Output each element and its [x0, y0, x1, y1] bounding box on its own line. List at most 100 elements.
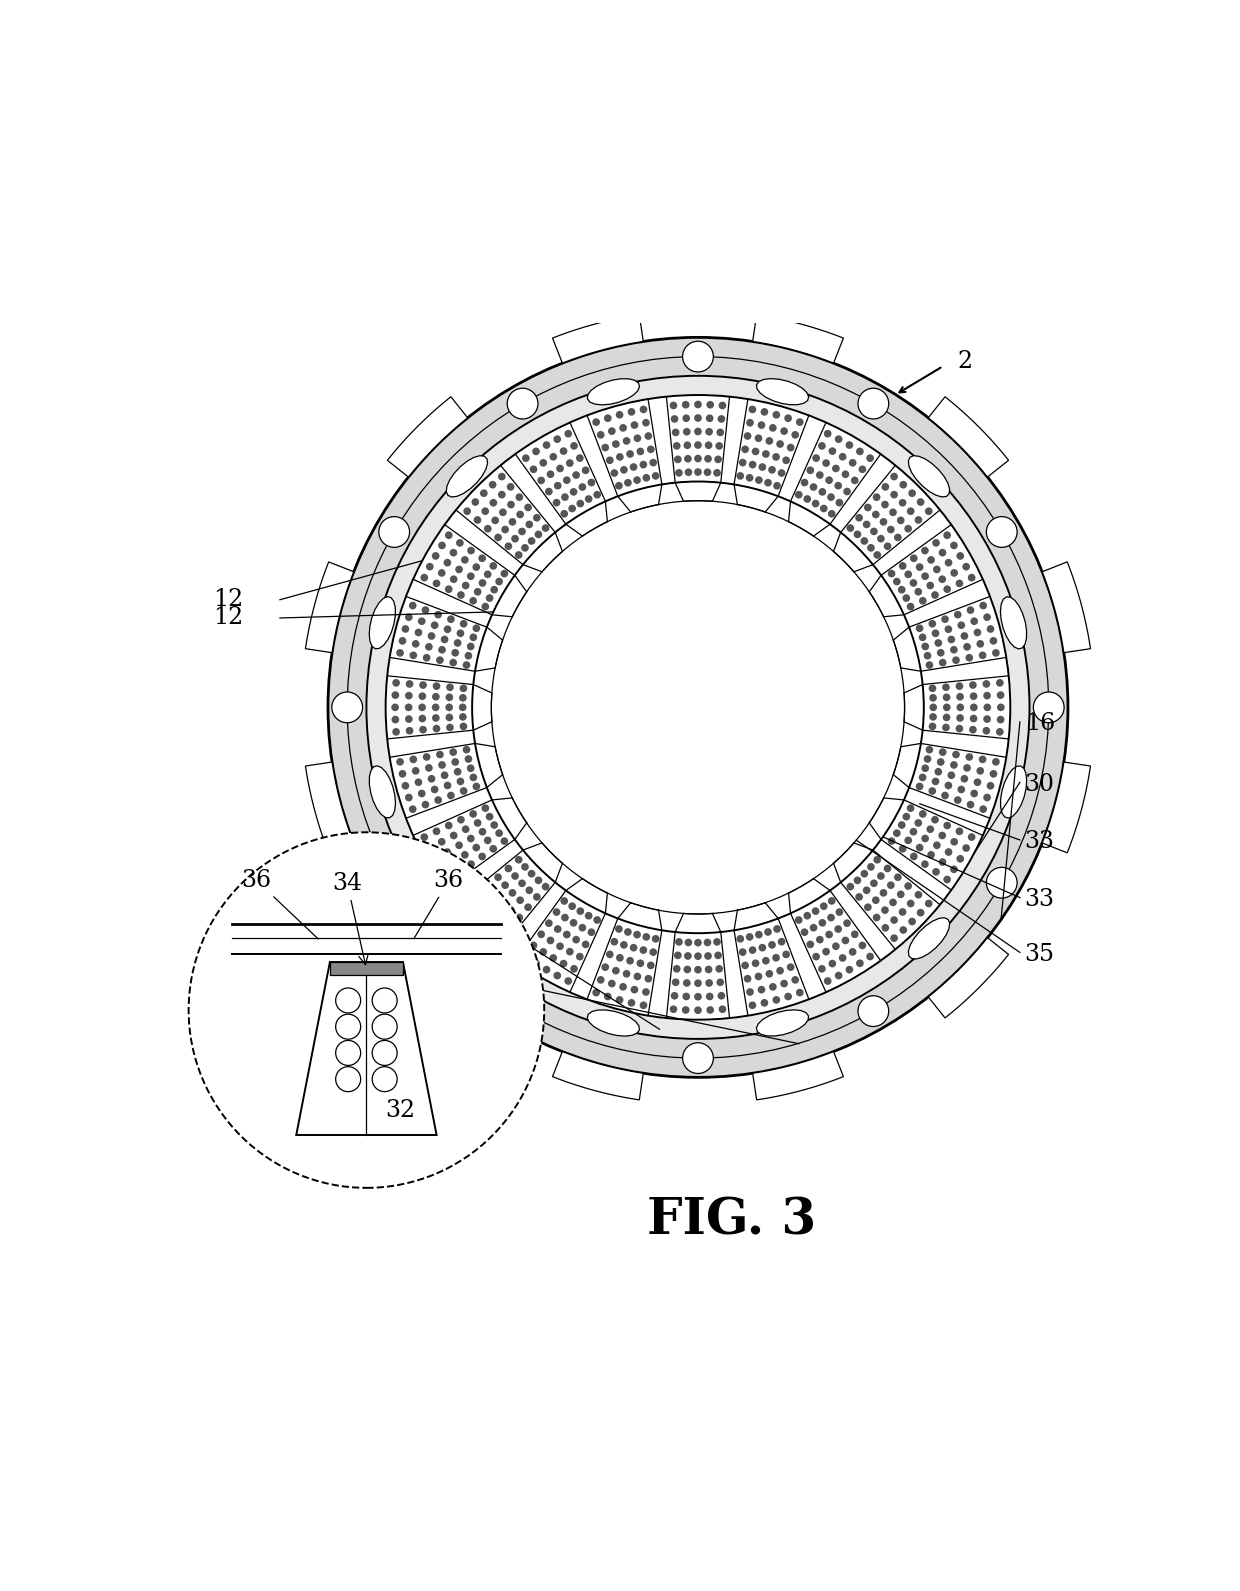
- Circle shape: [904, 525, 911, 533]
- Circle shape: [495, 873, 502, 881]
- Circle shape: [526, 886, 533, 894]
- Circle shape: [642, 988, 650, 996]
- Circle shape: [906, 805, 914, 811]
- Polygon shape: [753, 1052, 843, 1099]
- Circle shape: [534, 530, 542, 538]
- Circle shape: [650, 948, 657, 956]
- Circle shape: [713, 469, 720, 477]
- Circle shape: [956, 827, 963, 835]
- Circle shape: [553, 972, 562, 980]
- Circle shape: [608, 428, 616, 434]
- Circle shape: [675, 951, 682, 959]
- Polygon shape: [1042, 762, 1090, 853]
- Text: 33: 33: [1024, 831, 1055, 853]
- Circle shape: [926, 582, 934, 589]
- Circle shape: [930, 703, 937, 711]
- Circle shape: [521, 862, 528, 870]
- Circle shape: [774, 482, 781, 490]
- Circle shape: [910, 827, 918, 835]
- Circle shape: [682, 1042, 713, 1074]
- Circle shape: [438, 570, 445, 578]
- Circle shape: [706, 414, 713, 422]
- Circle shape: [392, 690, 399, 698]
- Circle shape: [537, 931, 546, 939]
- Circle shape: [682, 1006, 689, 1013]
- Circle shape: [921, 861, 929, 869]
- Polygon shape: [305, 762, 353, 853]
- Circle shape: [467, 861, 475, 869]
- Circle shape: [945, 558, 952, 566]
- Circle shape: [610, 937, 619, 945]
- Circle shape: [963, 643, 971, 651]
- Circle shape: [873, 550, 882, 558]
- Circle shape: [516, 493, 523, 501]
- Circle shape: [835, 972, 842, 980]
- Circle shape: [491, 517, 498, 523]
- Circle shape: [970, 692, 977, 700]
- Circle shape: [436, 751, 444, 759]
- Circle shape: [971, 789, 978, 797]
- Circle shape: [908, 490, 916, 496]
- Circle shape: [910, 853, 918, 861]
- Circle shape: [474, 515, 481, 523]
- Polygon shape: [330, 963, 403, 975]
- Polygon shape: [588, 379, 640, 404]
- Circle shape: [931, 778, 940, 786]
- Circle shape: [557, 465, 564, 473]
- Circle shape: [853, 530, 862, 538]
- Circle shape: [479, 554, 486, 562]
- Circle shape: [856, 514, 863, 522]
- Circle shape: [760, 999, 769, 1007]
- Circle shape: [419, 681, 427, 689]
- Circle shape: [820, 902, 827, 910]
- Circle shape: [670, 1006, 677, 1013]
- Circle shape: [412, 767, 419, 775]
- Polygon shape: [329, 337, 1068, 1077]
- Circle shape: [553, 908, 560, 916]
- Circle shape: [507, 501, 515, 509]
- Circle shape: [560, 511, 568, 517]
- Circle shape: [919, 633, 926, 641]
- Circle shape: [460, 788, 467, 796]
- Circle shape: [409, 756, 417, 764]
- Circle shape: [787, 963, 795, 971]
- Circle shape: [751, 447, 759, 455]
- Circle shape: [620, 466, 627, 474]
- Circle shape: [450, 858, 458, 866]
- Circle shape: [642, 932, 650, 940]
- Circle shape: [982, 727, 991, 735]
- Circle shape: [507, 996, 538, 1026]
- Circle shape: [450, 549, 458, 557]
- Circle shape: [931, 816, 939, 824]
- Circle shape: [419, 692, 427, 700]
- Circle shape: [714, 951, 722, 959]
- Circle shape: [897, 891, 905, 899]
- Circle shape: [489, 926, 496, 934]
- Circle shape: [675, 469, 683, 477]
- Circle shape: [915, 783, 924, 791]
- Circle shape: [816, 936, 823, 943]
- Circle shape: [961, 775, 968, 783]
- Circle shape: [616, 955, 624, 961]
- Circle shape: [890, 916, 898, 924]
- Circle shape: [945, 848, 952, 856]
- Circle shape: [893, 829, 900, 837]
- Circle shape: [694, 428, 702, 436]
- Circle shape: [511, 872, 518, 880]
- Circle shape: [898, 821, 905, 829]
- Circle shape: [843, 488, 851, 495]
- Circle shape: [585, 495, 593, 503]
- Circle shape: [706, 428, 713, 436]
- Polygon shape: [666, 932, 729, 1020]
- Circle shape: [585, 912, 593, 920]
- Polygon shape: [587, 918, 662, 1015]
- Circle shape: [463, 746, 470, 754]
- Circle shape: [471, 908, 479, 916]
- Circle shape: [947, 636, 955, 643]
- Polygon shape: [587, 399, 662, 496]
- Circle shape: [397, 649, 404, 657]
- Circle shape: [405, 716, 413, 722]
- Circle shape: [745, 474, 754, 482]
- Circle shape: [928, 555, 935, 563]
- Circle shape: [715, 442, 723, 450]
